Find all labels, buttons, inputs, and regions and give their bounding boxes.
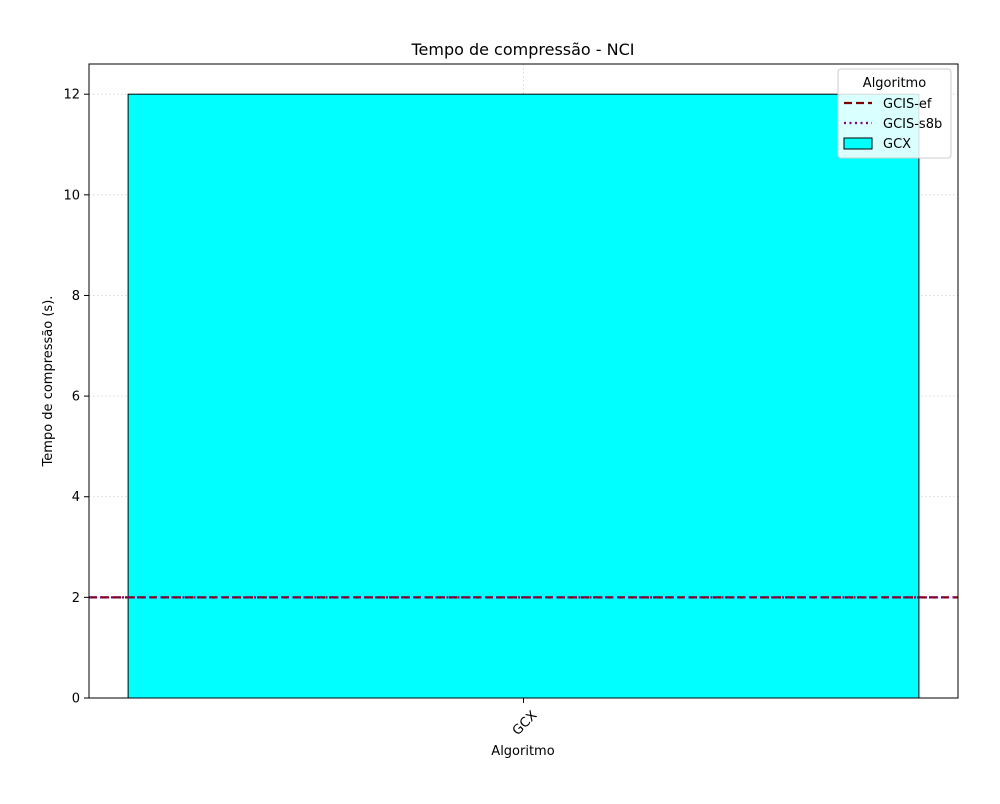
bar [127,93,920,699]
y-axis-label: Tempo de compressão (s). [41,296,56,468]
x-tick-label: GCX [510,708,541,739]
legend-swatch-gcx [843,137,873,150]
chart-title: Tempo de compressão - NCI [410,40,634,59]
y-tick-label: 6 [72,390,80,405]
legend-entry-label: GCIS-ef [883,97,932,112]
legend-entry-label: GCIS-s8b [883,117,942,132]
y-tick-label: 12 [63,88,80,103]
legend: Algoritmo GCIS-ef GCIS-s8b GCX [837,68,952,159]
y-tick-label: 0 [72,692,80,707]
legend-entry-label: GCX [883,137,911,152]
legend-box [837,68,952,159]
legend-title: Algoritmo [863,76,926,91]
y-tick-label: 4 [72,490,80,505]
y-tick-label: 10 [63,188,80,203]
plot-area: 0 2 4 6 8 10 12 GCX [63,63,959,739]
x-axis-label: Algoritmo [491,744,554,759]
y-tick-label: 8 [72,289,80,304]
y-tick-label: 2 [72,591,80,606]
